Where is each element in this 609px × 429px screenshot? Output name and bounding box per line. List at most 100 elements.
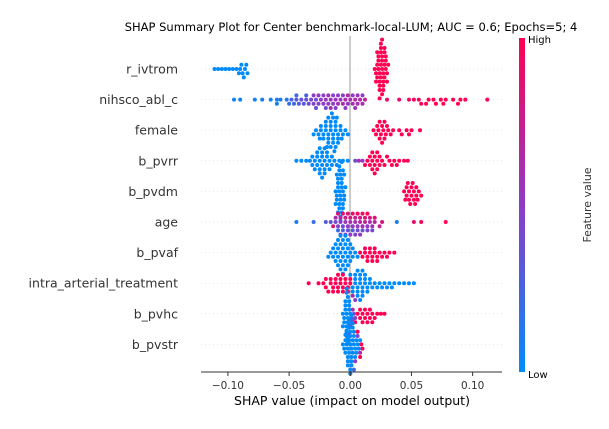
shap-point [411, 220, 416, 224]
shap-point [340, 324, 345, 329]
shap-point [323, 119, 328, 124]
shap-point [370, 259, 375, 263]
shap-point [394, 163, 399, 167]
shap-point [348, 259, 353, 263]
shap-point [416, 189, 421, 194]
shap-point [351, 342, 356, 347]
shap-point [382, 75, 387, 80]
shap-point [329, 154, 334, 159]
shap-point [331, 101, 336, 106]
shap-point [327, 167, 332, 172]
shap-point [345, 254, 350, 259]
x-tick-label: 0.00 [339, 380, 362, 392]
shap-point [353, 250, 358, 255]
shap-point [349, 363, 354, 368]
shap-point [358, 316, 363, 320]
shap-point [338, 215, 343, 220]
shap-point [370, 285, 375, 290]
shap-point [385, 154, 389, 159]
shap-point [338, 124, 343, 128]
shap-point [333, 277, 338, 281]
shap-point [360, 320, 365, 325]
shap-point [311, 132, 316, 137]
shap-point [345, 101, 350, 106]
shap-point [326, 136, 331, 141]
feature-label: b_pvdm [128, 184, 178, 199]
shap-point [314, 97, 318, 102]
shap-point [381, 88, 386, 92]
shap-point [318, 97, 323, 102]
shap-point [405, 181, 410, 185]
shap-point [354, 338, 359, 343]
feature-label: b_pvaf [136, 245, 178, 260]
shap-point [340, 101, 345, 106]
shap-point [402, 189, 407, 194]
shap-point [344, 329, 349, 334]
shap-point [358, 272, 363, 277]
shap-point [350, 101, 355, 106]
shap-point [306, 281, 311, 286]
shap-point [343, 267, 348, 272]
shap-point [336, 254, 340, 259]
shap-point [336, 132, 340, 137]
shap-point [317, 158, 322, 163]
shap-point [372, 154, 377, 159]
shap-point [350, 338, 355, 343]
shap-point [340, 93, 345, 98]
shap-point [418, 128, 422, 133]
shap-point [316, 93, 321, 98]
shap-point [404, 193, 409, 198]
shap-point [339, 136, 344, 141]
shap-point [340, 272, 345, 277]
shap-point [374, 71, 378, 76]
shap-point [353, 359, 358, 364]
shap-point [332, 158, 337, 163]
shap-point [372, 67, 377, 71]
shap-point [347, 338, 352, 343]
shap-point [342, 346, 347, 351]
shap-point [377, 88, 382, 92]
shap-point [358, 232, 363, 237]
shap-point [353, 355, 358, 359]
shap-point [333, 242, 338, 247]
shap-point [340, 202, 345, 206]
shap-point [358, 215, 363, 220]
shap-point [404, 128, 409, 133]
shap-point [387, 281, 392, 286]
shap-point [345, 263, 350, 268]
shap-point [325, 150, 329, 155]
shap-point [378, 75, 383, 80]
shap-point [337, 164, 342, 169]
shap-point [321, 93, 326, 98]
shap-point [377, 96, 382, 101]
shap-point [374, 79, 378, 84]
shap-points [212, 37, 490, 376]
shap-point [403, 197, 408, 202]
shap-point [343, 281, 348, 286]
shap-point [392, 281, 397, 286]
shap-point [385, 71, 389, 76]
shap-point [287, 101, 292, 106]
shap-point [360, 224, 365, 229]
shap-point [338, 259, 343, 263]
shap-point [344, 286, 349, 291]
shap-point [348, 232, 353, 237]
shap-point [443, 220, 448, 224]
shap-point [386, 128, 391, 133]
shap-point [316, 281, 321, 286]
shap-point [274, 97, 279, 102]
shap-point [334, 197, 339, 202]
shap-point [338, 197, 343, 202]
shap-point [355, 93, 360, 98]
shap-point [353, 272, 358, 277]
shap-point [343, 215, 348, 220]
shap-point [350, 307, 355, 312]
shap-point [343, 259, 348, 263]
shap-point [347, 325, 352, 330]
shap-point [433, 101, 438, 106]
shap-point [328, 277, 333, 281]
shap-point [350, 246, 355, 251]
shap-point [345, 246, 350, 251]
shap-point [328, 97, 333, 102]
